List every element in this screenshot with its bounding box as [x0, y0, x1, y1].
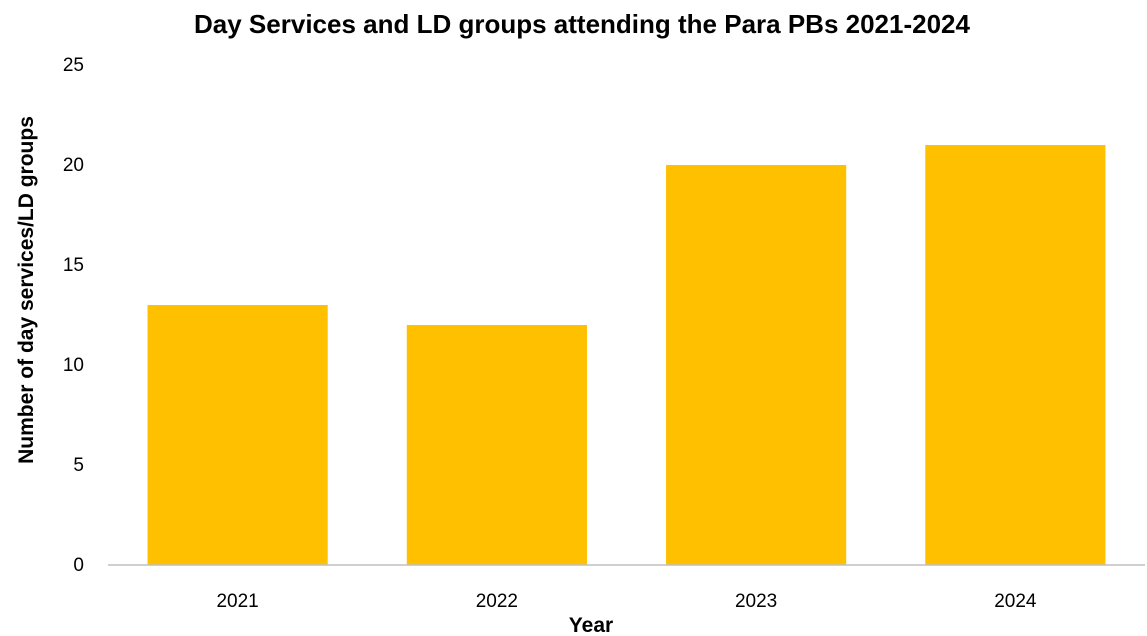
y-tick-label: 15 — [63, 255, 84, 276]
x-tick-label: 2023 — [735, 591, 777, 612]
x-tick-label: 2022 — [476, 591, 518, 612]
chart-title: Day Services and LD groups attending the… — [194, 9, 971, 39]
x-tick-label: 2021 — [216, 591, 258, 612]
bar-2024 — [925, 145, 1106, 565]
y-tick-label: 25 — [63, 55, 84, 76]
y-tick-label: 5 — [73, 455, 84, 476]
y-tick-label: 20 — [63, 155, 84, 176]
bar-2022 — [406, 325, 587, 565]
x-axis-ticks: 2021 2022 2023 2024 — [216, 591, 1036, 612]
y-tick-label: 0 — [73, 555, 84, 576]
y-axis-label: Number of day services/LD groups — [15, 116, 38, 464]
y-tick-label: 10 — [63, 355, 84, 376]
y-axis-ticks: 0 5 10 15 20 25 — [63, 55, 84, 576]
bar-2023 — [666, 165, 847, 565]
x-axis-label: Year — [569, 614, 613, 636]
x-tick-label: 2024 — [994, 591, 1037, 612]
bars — [147, 145, 1106, 565]
bar-2021 — [147, 305, 328, 565]
